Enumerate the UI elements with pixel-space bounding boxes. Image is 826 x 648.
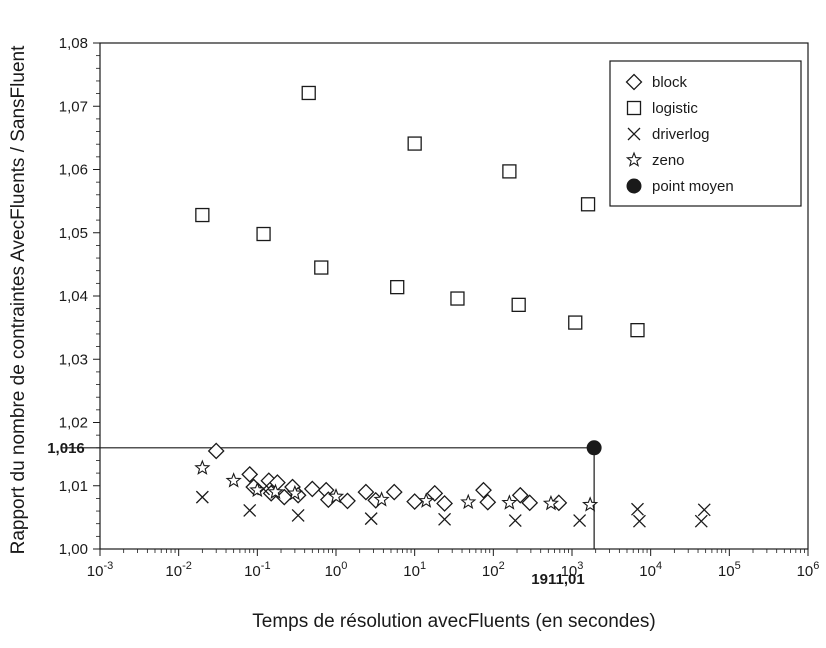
block-point — [207, 442, 225, 460]
zeno-point — [225, 472, 242, 488]
legend-label-block: block — [652, 74, 688, 91]
zeno-point — [373, 491, 390, 507]
data-points — [194, 85, 711, 528]
zeno-point — [267, 483, 284, 499]
driverlog-point — [364, 512, 378, 526]
y-axis-ticks: 1,00 1,01 1,02 1,03 1,04 1,05 1,06 1,07 1,08 — [59, 35, 100, 558]
zeno-point — [249, 481, 266, 498]
series-point-moyen — [586, 440, 602, 456]
legend-marker-zeno — [625, 151, 643, 167]
logistic-point — [568, 315, 583, 330]
x-tick-label: 103 — [561, 560, 584, 580]
block-point — [406, 493, 424, 510]
legend: block logistic driverlog zeno point moyen — [609, 60, 802, 207]
block-point — [511, 486, 529, 504]
logistic-point — [511, 297, 526, 313]
zeno-point — [582, 496, 599, 512]
logistic-point — [256, 226, 271, 242]
legend-label-logistic: logistic — [652, 100, 698, 117]
logistic-point — [390, 279, 405, 295]
legend-marker-logistic — [626, 100, 642, 116]
driverlog-point — [573, 514, 587, 527]
driverlog-point — [697, 503, 711, 517]
legend-box — [609, 60, 802, 207]
legend-marker-driverlog — [627, 127, 641, 141]
legend-marker-point-moyen — [626, 178, 642, 194]
y-axis-title: Rapport du nombre de contraintes AvecFlu… — [8, 45, 29, 554]
logistic-point — [450, 291, 465, 306]
legend-marker-block — [625, 73, 643, 91]
x-tick-label: 104 — [639, 560, 662, 580]
block-point — [357, 483, 375, 501]
y-tick-label: 1,00 — [59, 541, 88, 558]
logistic-point — [314, 260, 329, 275]
y-tick-label: 1,03 — [59, 351, 88, 368]
driverlog-point — [291, 509, 305, 522]
driverlog-point — [694, 514, 708, 528]
block-point — [426, 484, 444, 502]
y-tick-label: 1,04 — [59, 288, 88, 305]
logistic-point — [630, 323, 645, 338]
logistic-point — [502, 164, 517, 179]
block-point — [385, 483, 403, 501]
logistic-point — [301, 85, 316, 101]
logistic-point — [195, 207, 210, 223]
legend-label-point-moyen: point moyen — [652, 178, 734, 195]
legend-label-driverlog: driverlog — [652, 126, 710, 143]
series-zeno — [194, 459, 599, 512]
block-point — [521, 494, 539, 512]
zeno-point — [501, 494, 518, 510]
block-point — [550, 494, 568, 512]
driverlog-point — [508, 514, 522, 527]
mean-labels: 1,016 1911,01 — [47, 440, 584, 588]
zeno-point — [286, 484, 303, 501]
x-tick-label: 106 — [797, 560, 820, 580]
y-tick-label: 1,06 — [59, 162, 88, 179]
y-tick-label: 1,08 — [59, 35, 88, 52]
zeno-point — [460, 493, 477, 510]
x-tick-label: 10-1 — [244, 560, 270, 580]
driverlog-point — [438, 512, 452, 526]
block-point — [339, 492, 356, 510]
block-point — [475, 481, 492, 499]
legend-label-zeno: zeno — [652, 152, 685, 169]
zeno-point — [542, 494, 560, 511]
block-point — [479, 493, 497, 511]
logistic-point — [407, 136, 422, 151]
driverlog-point — [631, 502, 644, 516]
zeno-point — [194, 459, 211, 475]
mean-x-label: 1911,01 — [531, 571, 584, 588]
mean-y-label: 1,016 — [47, 440, 85, 457]
block-point — [436, 495, 453, 512]
y-tick-label: 1,02 — [59, 415, 88, 432]
mean-reference-lines — [62, 447, 595, 549]
driverlog-point — [632, 514, 646, 528]
x-tick-label: 105 — [718, 560, 741, 580]
x-tick-label: 10-2 — [165, 560, 191, 580]
block-point — [303, 480, 321, 498]
series-logistic — [195, 85, 645, 338]
zeno-point — [418, 492, 435, 508]
driverlog-point — [195, 490, 209, 504]
point-moyen-point — [586, 440, 602, 456]
x-axis-ticks: 10-3 10-2 10-1 100 101 102 103 104 105 106 — [87, 549, 820, 580]
x-tick-label: 10-3 — [87, 560, 113, 580]
block-point — [241, 465, 259, 483]
y-tick-label: 1,07 — [59, 98, 88, 115]
logistic-point — [580, 197, 596, 212]
driverlog-point — [243, 503, 257, 517]
series-driverlog — [195, 482, 711, 528]
x-tick-label: 101 — [403, 560, 426, 580]
x-axis-title: Temps de résolution avecFluents (en seco… — [252, 611, 655, 632]
y-tick-label: 1,01 — [59, 478, 88, 495]
y-tick-label: 1,05 — [59, 225, 88, 242]
zeno-point — [327, 487, 345, 504]
x-tick-label: 100 — [325, 560, 348, 580]
x-tick-label: 102 — [482, 560, 505, 580]
